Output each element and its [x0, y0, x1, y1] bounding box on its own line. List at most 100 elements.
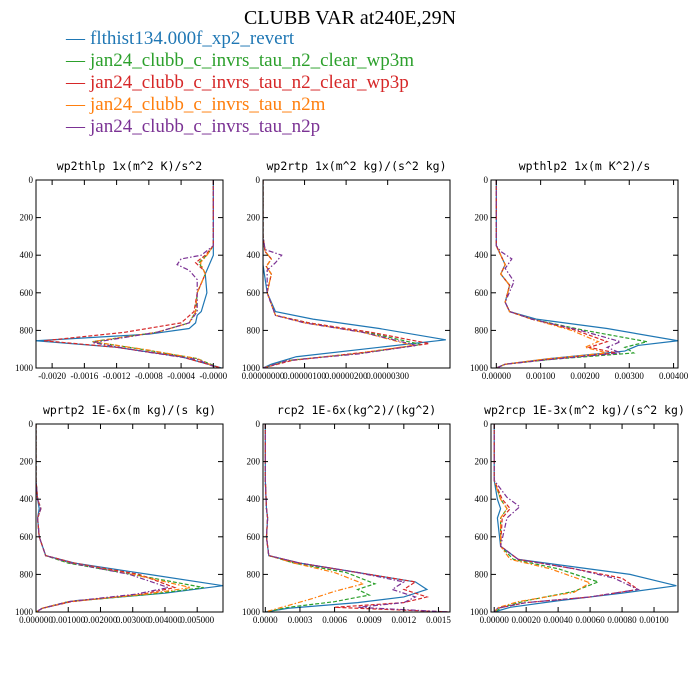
- y-tick-label: 1000: [470, 607, 489, 617]
- y-tick-label: 1000: [15, 607, 34, 617]
- series-line: [264, 424, 450, 612]
- y-tick-label: 400: [247, 250, 261, 260]
- legend-label: flthist134.000f_xp2_revert: [90, 28, 295, 49]
- series-line: [495, 180, 648, 368]
- x-tick-label: 0.0003: [288, 615, 313, 625]
- series-group: [264, 424, 450, 612]
- x-tick-label: 0.002000: [84, 615, 118, 625]
- y-tick-label: 1000: [242, 363, 261, 373]
- x-tick-label: -0.0008: [135, 371, 163, 381]
- y-tick-label: 1000: [242, 607, 261, 617]
- y-tick-label: 1000: [470, 363, 489, 373]
- x-tick-label: 0.00000300: [366, 371, 409, 381]
- panel-title: wp2rtp 1x(m^2 kg)/(s^2 kg): [266, 159, 446, 173]
- series-line: [36, 424, 191, 612]
- x-tick-label: 0.0015: [426, 615, 451, 625]
- legend-label: jan24_clubb_c_invrs_tau_n2m: [89, 94, 326, 115]
- series-line: [264, 424, 429, 612]
- x-tick-label: -0.0000: [199, 371, 227, 381]
- panel-title: wp2rcp 1E-3x(m^2 kg)/(s^2 kg): [484, 403, 685, 417]
- y-tick-label: 0: [484, 175, 489, 185]
- y-tick-label: 600: [247, 532, 261, 542]
- legend-swatch: —: [65, 50, 86, 71]
- y-tick-label: 600: [475, 288, 489, 298]
- series-line: [36, 424, 177, 612]
- series-line: [264, 424, 450, 612]
- series-line: [92, 180, 218, 368]
- y-tick-label: 800: [247, 569, 261, 579]
- series-line: [493, 424, 641, 612]
- x-tick-label: 0.000000: [19, 615, 53, 625]
- panel-frame: [490, 423, 679, 613]
- series-line: [493, 424, 640, 612]
- panel-frame: [35, 179, 224, 369]
- y-tick-label: 400: [20, 250, 34, 260]
- series-line: [263, 180, 446, 368]
- x-tick-label: 0.00000: [480, 615, 510, 625]
- series-line: [36, 424, 204, 612]
- panel-title: wprtp2 1E-6x(m kg)/(s kg): [43, 403, 216, 417]
- x-tick-label: 0.00400: [659, 371, 689, 381]
- y-tick-label: 400: [20, 494, 34, 504]
- y-tick-label: 600: [475, 532, 489, 542]
- x-tick-label: -0.0020: [38, 371, 66, 381]
- x-tick-label: 0.00000100: [283, 371, 326, 381]
- x-tick-label: 0.00040: [544, 615, 574, 625]
- y-tick-label: 400: [247, 494, 261, 504]
- panel-frame: [490, 179, 679, 369]
- panel-title: rcp2 1E-6x(kg^2)/(kg^2): [277, 403, 436, 417]
- y-tick-label: 0: [29, 419, 34, 429]
- y-tick-label: 1000: [15, 363, 34, 373]
- y-tick-label: 200: [475, 213, 489, 223]
- x-tick-label: 0.00080: [607, 615, 637, 625]
- x-tick-label: -0.0016: [70, 371, 98, 381]
- legend-item: — jan24_clubb_c_invrs_tau_n2_clear_wp3p: [65, 72, 409, 93]
- x-tick-label: 0.0006: [322, 615, 347, 625]
- y-tick-label: 200: [247, 457, 261, 467]
- panel-frame: [262, 423, 451, 613]
- x-tick-label: 0.001000: [51, 615, 85, 625]
- series-line: [36, 424, 223, 612]
- legend-item: — jan24_clubb_c_invrs_tau_n2m: [65, 94, 326, 115]
- panel-frame: [262, 179, 451, 369]
- panel: wp2rtp 1x(m^2 kg)/(s^2 kg) 0 200 400 600 800 1…: [242, 159, 451, 381]
- y-tick-label: 800: [20, 569, 34, 579]
- series-line: [36, 180, 222, 368]
- series-line: [495, 180, 678, 368]
- chart-title: CLUBB VAR at240E,29N: [244, 7, 456, 29]
- x-tick-label: 0.00000: [482, 371, 512, 381]
- panel: wprtp2 1E-6x(m kg)/(s kg) 0 200 400 600 800 10…: [15, 403, 224, 625]
- x-tick-label: 0.0009: [357, 615, 382, 625]
- y-tick-label: 0: [484, 419, 489, 429]
- y-tick-label: 600: [20, 532, 34, 542]
- series-line: [36, 424, 171, 612]
- legend-swatch: —: [65, 94, 86, 115]
- series-line: [263, 180, 413, 368]
- y-tick-label: 400: [475, 494, 489, 504]
- legend-item: — jan24_clubb_c_invrs_tau_n2_clear_wp3m: [65, 50, 414, 71]
- y-tick-label: 200: [20, 213, 34, 223]
- x-tick-label: 0.003000: [116, 615, 150, 625]
- series-group: [263, 180, 446, 368]
- y-tick-label: 0: [256, 419, 261, 429]
- x-tick-label: -0.0004: [167, 371, 195, 381]
- y-tick-label: 0: [256, 175, 261, 185]
- series-line: [92, 180, 218, 368]
- series-line: [264, 424, 366, 612]
- legend-label: jan24_clubb_c_invrs_tau_n2_clear_wp3m: [89, 50, 414, 71]
- series-line: [43, 180, 222, 368]
- x-tick-label: 0.0012: [391, 615, 416, 625]
- y-tick-label: 800: [20, 325, 34, 335]
- x-tick-label: 0.00000000: [242, 371, 285, 381]
- series-line: [263, 180, 430, 368]
- y-tick-label: 200: [20, 457, 34, 467]
- y-tick-label: 600: [247, 288, 261, 298]
- panels: wp2thlp 1x(m^2 K)/s^2 0 200 400 600 800 1000 -0…: [15, 159, 689, 625]
- series-line: [493, 424, 592, 612]
- x-tick-label: 0.00060: [575, 615, 605, 625]
- x-tick-label: 0.00200: [570, 371, 600, 381]
- legend-item: — flthist134.000f_xp2_revert: [65, 28, 295, 49]
- y-tick-label: 0: [29, 175, 34, 185]
- legend-label: jan24_clubb_c_invrs_tau_n2p: [89, 116, 320, 137]
